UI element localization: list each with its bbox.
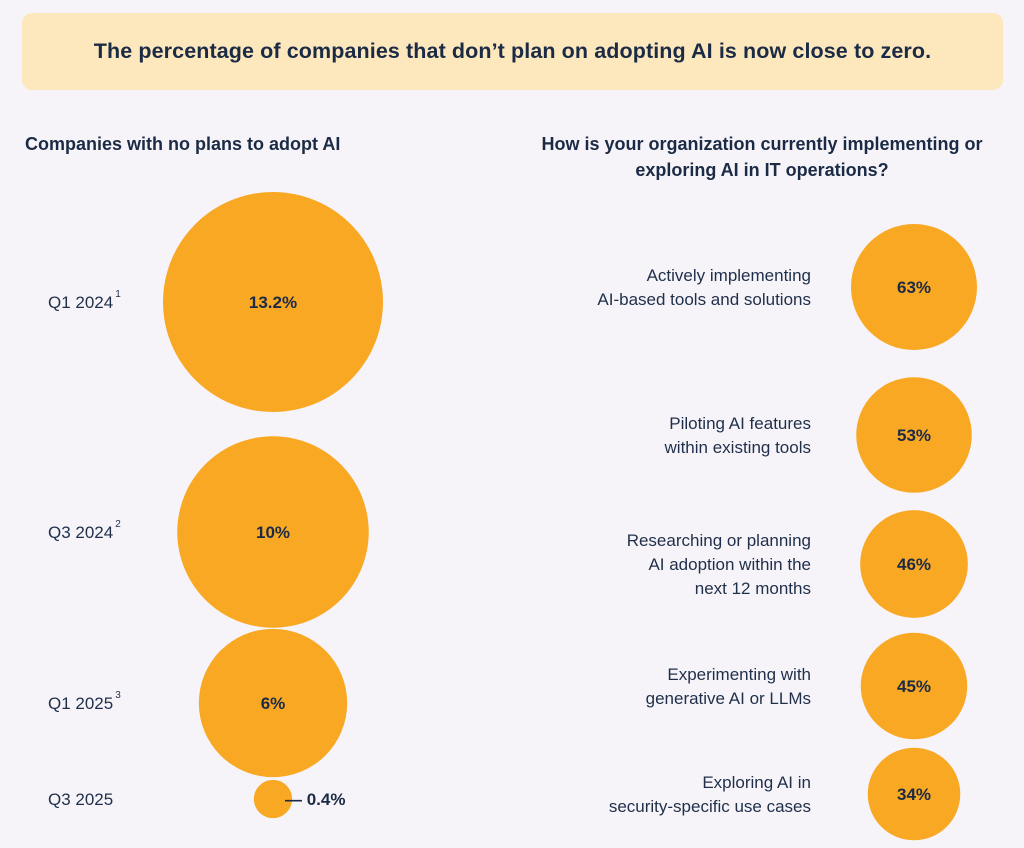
- left-value-2: 10%: [256, 523, 290, 542]
- right-label-1-line-1: Actively implementing: [647, 266, 811, 285]
- left-value-4: — 0.4%: [285, 790, 345, 809]
- right-label-5-line-2: security-specific use cases: [609, 797, 811, 816]
- right-label-3-line-2: AI adoption within the: [648, 555, 811, 574]
- right-value-2: 53%: [897, 426, 931, 445]
- right-value-4: 45%: [897, 677, 931, 696]
- left-chart-title: Companies with no plans to adopt AI: [25, 134, 341, 154]
- right-label-5-line-1: Exploring AI in: [702, 773, 811, 792]
- right-bubble-2: [856, 377, 972, 493]
- right-value-3: 46%: [897, 555, 931, 574]
- left-value-3: 6%: [261, 694, 286, 713]
- headline-text: The percentage of companies that don’t p…: [93, 39, 932, 63]
- left-bubble-2: [177, 436, 369, 628]
- left-bubble-1: [163, 192, 383, 412]
- right-label-3-line-3: next 12 months: [695, 579, 811, 598]
- left-value-1: 13.2%: [249, 293, 297, 312]
- left-footnote-2: 2: [115, 519, 121, 530]
- left-bubble-3: [198, 628, 348, 778]
- right-label-1-line-2: AI-based tools and solutions: [597, 290, 811, 309]
- left-label-4: Q3 2025: [48, 790, 113, 809]
- right-value-1: 63%: [897, 278, 931, 297]
- left-label-2: Q3 2024: [48, 523, 113, 542]
- right-bubble-4: [860, 632, 968, 740]
- right-label-4-line-1: Experimenting with: [667, 665, 811, 684]
- right-label-2-line-2: within existing tools: [664, 438, 811, 457]
- right-label-2-line-1: Piloting AI features: [669, 414, 811, 433]
- left-footnote-1: 1: [115, 289, 121, 300]
- right-bubble-3: [860, 510, 968, 618]
- left-label-1: Q1 2024: [48, 293, 113, 312]
- right-label-3-line-1: Researching or planning: [627, 531, 811, 550]
- right-value-5: 34%: [897, 785, 931, 804]
- right-chart-title: How is your organization currently imple…: [541, 134, 983, 180]
- right-bubble-5: [867, 747, 961, 841]
- right-bubble-1: [851, 224, 977, 350]
- right-label-4-line-2: generative AI or LLMs: [646, 689, 811, 708]
- left-bubble-4: [253, 779, 293, 819]
- headline-banner: The percentage of companies that don’t p…: [22, 13, 1003, 90]
- left-footnote-3: 3: [115, 690, 121, 701]
- left-label-3: Q1 2025: [48, 694, 113, 713]
